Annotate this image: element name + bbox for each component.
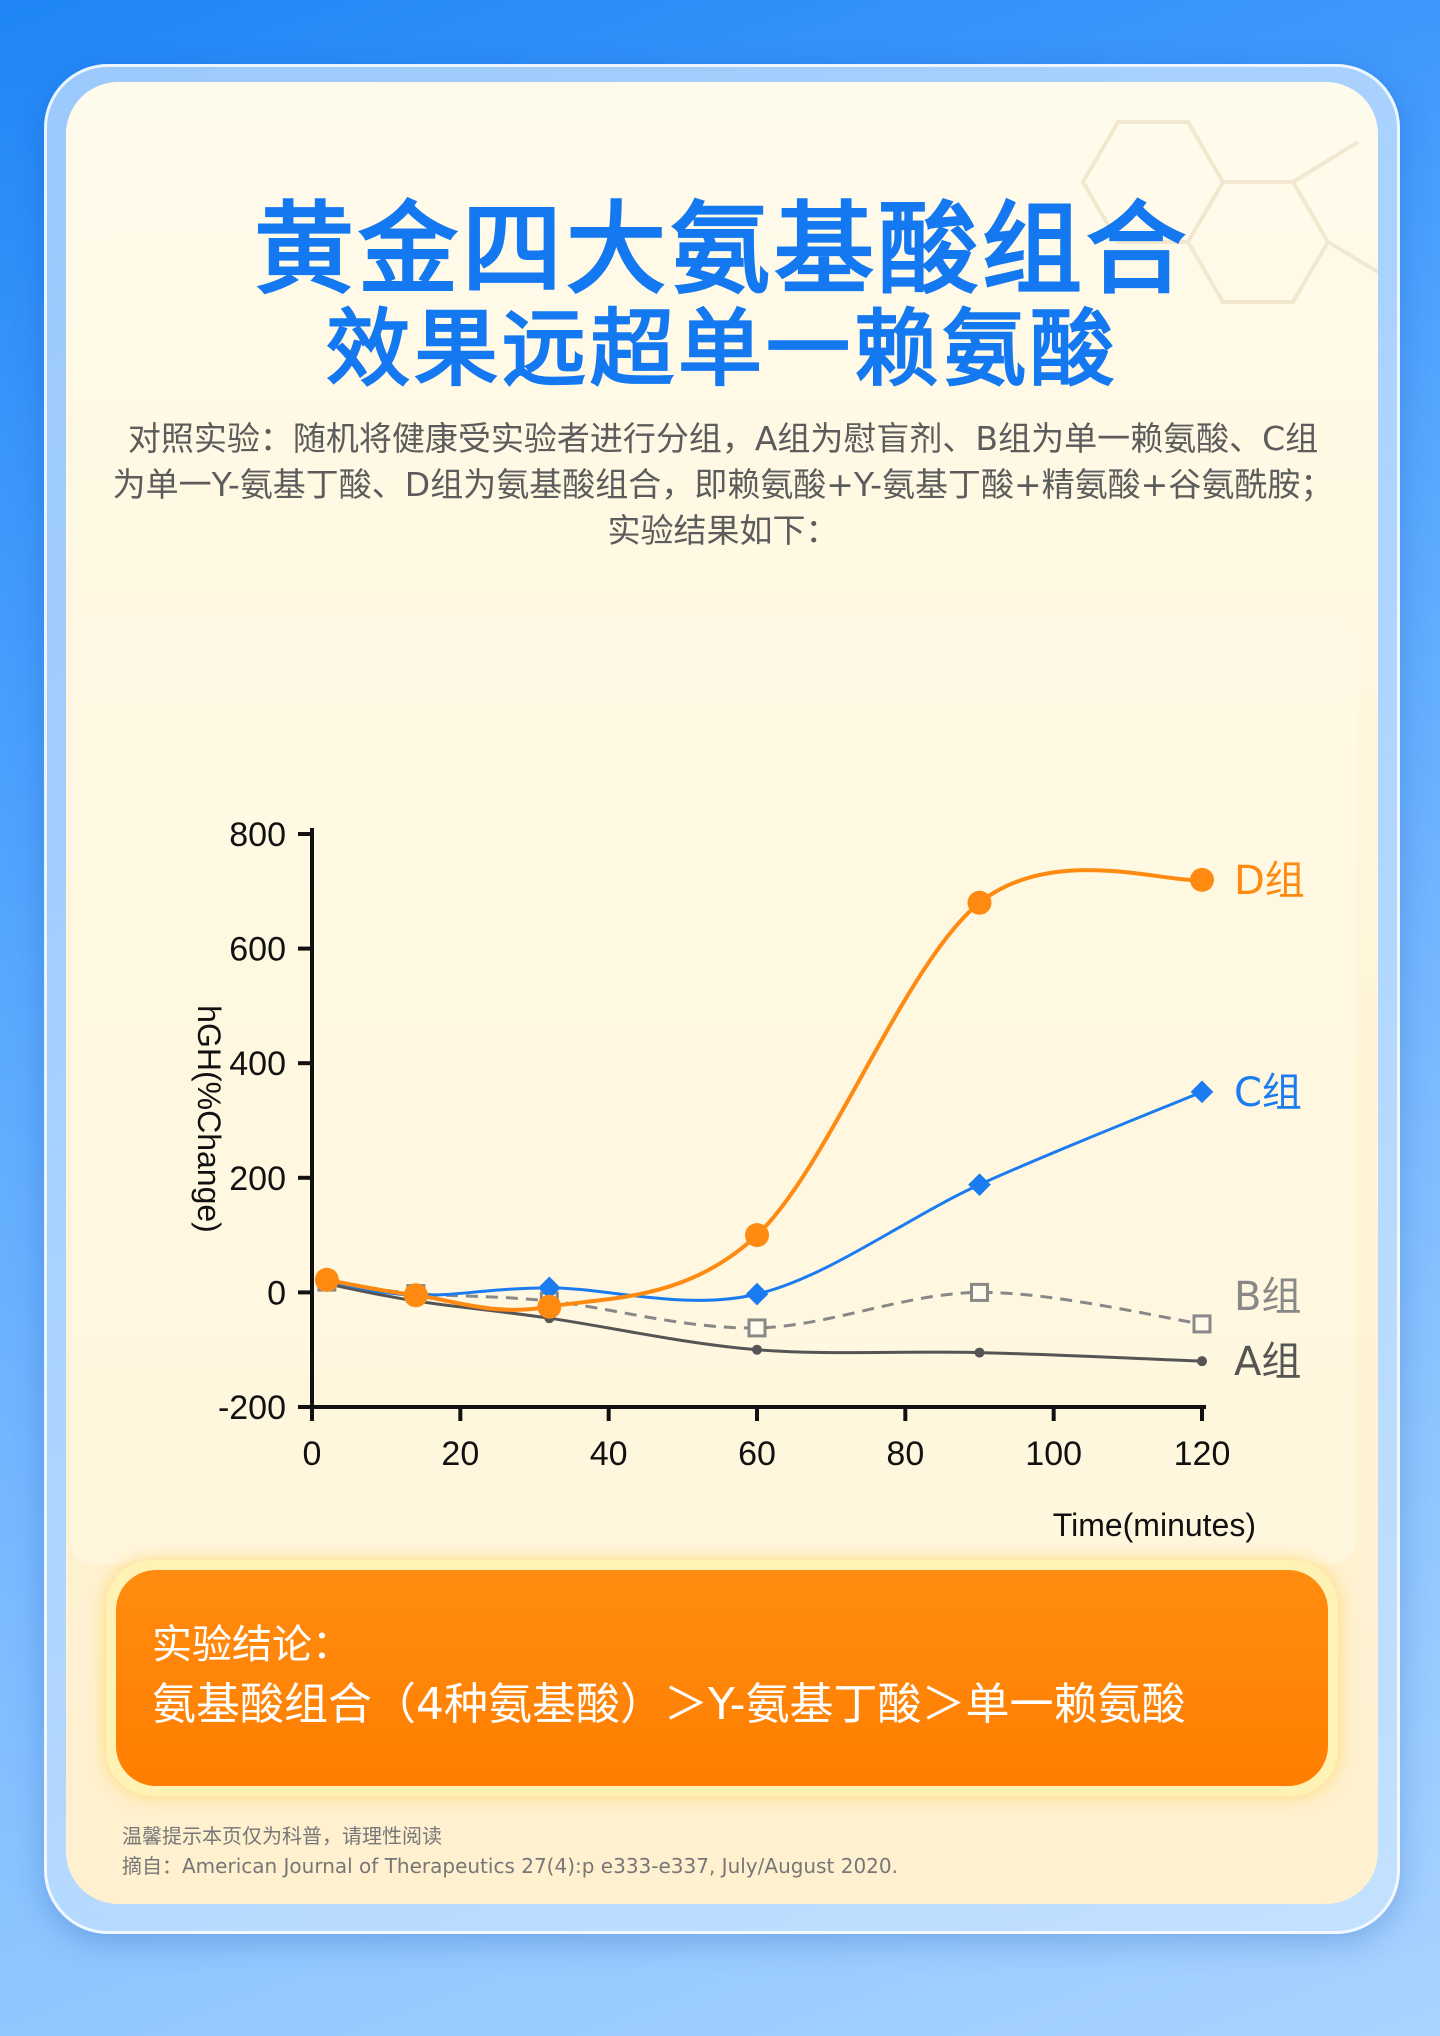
data-point-B组	[747, 1318, 767, 1338]
x-tick-label: 0	[303, 1435, 322, 1473]
series-label-D组: D组	[1234, 858, 1305, 904]
series-line-C组	[326, 1090, 1203, 1302]
data-point-B组	[970, 1282, 989, 1302]
y-tick-label: 800	[229, 816, 286, 854]
x-tick-label: 80	[886, 1435, 924, 1473]
conclusion-label: 实验结论：	[152, 1622, 352, 1668]
data-point-D组	[537, 1294, 562, 1319]
x-tick-label: 60	[738, 1435, 776, 1473]
data-point-B组	[1192, 1314, 1212, 1334]
y-tick-label: 0	[267, 1274, 286, 1312]
chart-panel: -200 0 200 400 600 800 0 20 40 60 80 100 120 hGH(%Cha…	[70, 614, 1356, 1564]
y-tick-label: 600	[229, 931, 286, 969]
data-point-A组	[974, 1347, 985, 1358]
y-axis-label: hGH(%Change)	[191, 1005, 227, 1233]
footer-source: 摘自：American Journal of Therapeutics 27(4…	[122, 1854, 898, 1878]
data-point-A组	[1197, 1356, 1207, 1367]
conclusion-text: 氨基酸组合（4种氨基酸）＞Y-氨基丁酸＞单一赖氨酸	[152, 1679, 1186, 1730]
conclusion-box: 实验结论： 氨基酸组合（4种氨基酸）＞Y-氨基丁酸＞单一赖氨酸	[116, 1570, 1328, 1786]
x-axis-label: Time(minutes)	[1053, 1507, 1256, 1543]
x-tick-label: 20	[441, 1435, 479, 1473]
hgh-line-chart: -200 0 200 400 600 800 0 20 40 60 80 100 120 hGH(%Cha…	[191, 816, 1305, 1543]
data-point-C组	[745, 1282, 769, 1306]
y-tick-label: 200	[229, 1160, 286, 1198]
data-point-C组	[968, 1173, 991, 1196]
data-point-C组	[1190, 1080, 1214, 1104]
x-tick-label: 100	[1025, 1435, 1082, 1473]
data-point-D组	[745, 1223, 769, 1248]
series-label-C组: C组	[1234, 1070, 1302, 1116]
y-tick-label: -200	[218, 1389, 286, 1427]
main-card: 黄金四大氨基酸组合 效果远超单一赖氨酸 对照实验：随机将健康受实验者进行分组，A…	[66, 82, 1378, 1904]
data-point-C组	[538, 1276, 561, 1300]
x-tick-label: 40	[590, 1435, 628, 1473]
data-point-D组	[403, 1283, 428, 1308]
data-point-D组	[314, 1267, 339, 1292]
series-label-A组: A组	[1234, 1339, 1301, 1385]
experiment-description: 对照实验：随机将健康受实验者进行分组，A组为慰盲剂、B组为单一赖氨酸、C组为单一…	[112, 419, 1334, 550]
page-title: 黄金四大氨基酸组合	[254, 191, 1190, 308]
page-subtitle: 效果远超单一赖氨酸	[325, 300, 1118, 398]
molecule-watermark	[1080, 120, 1378, 304]
x-tick-label: 120	[1174, 1435, 1231, 1473]
series-label-B组: B组	[1234, 1274, 1301, 1320]
footer-note: 温馨提示本页仅为科普，请理性阅读	[122, 1824, 442, 1848]
data-point-D组	[967, 890, 992, 915]
data-point-D组	[1190, 867, 1214, 892]
y-tick-label: 400	[229, 1045, 286, 1083]
data-point-A组	[752, 1344, 762, 1355]
